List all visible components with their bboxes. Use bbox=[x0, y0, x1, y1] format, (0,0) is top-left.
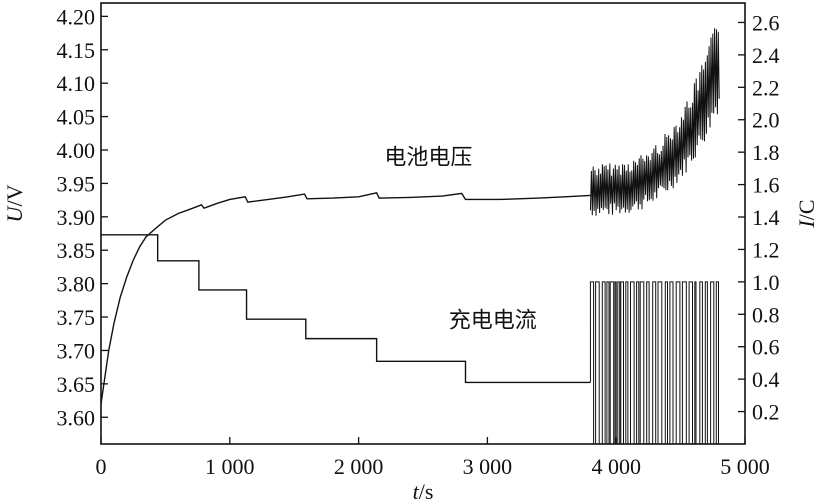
y-right-tick-label: 2.2 bbox=[752, 75, 780, 100]
series-line-current bbox=[101, 234, 591, 384]
x-tick-label: 4 000 bbox=[591, 454, 641, 479]
y-left-tick-label: 3.60 bbox=[57, 405, 96, 430]
series-voltage-burst bbox=[589, 28, 720, 216]
y-left-tick-label: 4.05 bbox=[57, 105, 96, 130]
series-current-burst bbox=[589, 281, 720, 445]
x-tick-label: 1 000 bbox=[205, 454, 255, 479]
y-left-tick-label: 3.90 bbox=[57, 205, 96, 230]
x-tick-label: 0 bbox=[96, 454, 107, 479]
x-tick-label: 5 000 bbox=[720, 454, 770, 479]
x-tick-label: 2 000 bbox=[334, 454, 384, 479]
y-left-axis-label: U/V bbox=[2, 184, 27, 222]
x-tick-label: 3 000 bbox=[463, 454, 513, 479]
y-left-tick-label: 3.70 bbox=[57, 338, 96, 363]
y-right-tick-label: 0.2 bbox=[752, 400, 780, 425]
y-right-axis-label: I/C bbox=[794, 199, 819, 228]
series-line-voltage bbox=[100, 191, 591, 405]
y-right-tick-label: 2.4 bbox=[752, 43, 780, 68]
y-right-tick-label: 1.4 bbox=[752, 205, 780, 230]
y-left-tick-label: 3.80 bbox=[57, 272, 96, 297]
y-left-tick-label: 4.15 bbox=[57, 38, 96, 63]
axis-ticks: 0 1 000 2 000 3 000 4 000 5 000 3.60 3.65 3.70 3.… bbox=[57, 4, 780, 479]
y-right-tick-label: 0.6 bbox=[752, 335, 780, 360]
y-right-tick-label: 2.6 bbox=[752, 10, 780, 35]
y-left-tick-label: 3.95 bbox=[57, 171, 96, 196]
y-left-tick-label: 4.10 bbox=[57, 71, 96, 96]
y-right-tick-label: 1.8 bbox=[752, 140, 780, 165]
y-left-tick-label: 3.85 bbox=[57, 238, 96, 263]
plot-frame bbox=[100, 2, 746, 445]
y-left-tick-label: 4.00 bbox=[57, 138, 96, 163]
y-left-tick-label: 3.75 bbox=[57, 305, 96, 330]
y-right-tick-label: 1.0 bbox=[752, 270, 780, 295]
annotation-current: 充电电流 bbox=[449, 308, 537, 333]
y-left-tick-label: 4.20 bbox=[57, 4, 96, 29]
y-right-tick-label: 1.6 bbox=[752, 173, 780, 198]
y-left-tick-label: 3.65 bbox=[57, 372, 96, 397]
axis-labels: t/s U/V I/C bbox=[2, 184, 819, 501]
y-right-tick-label: 0.8 bbox=[752, 302, 780, 327]
x-axis-label: t/s bbox=[413, 479, 434, 501]
y-right-tick-label: 0.4 bbox=[752, 367, 780, 392]
y-right-tick-label: 1.2 bbox=[752, 237, 780, 262]
y-right-tick-label: 2.0 bbox=[752, 108, 780, 133]
annotation-voltage: 电池电压 bbox=[384, 146, 472, 171]
plot-area bbox=[100, 2, 746, 445]
